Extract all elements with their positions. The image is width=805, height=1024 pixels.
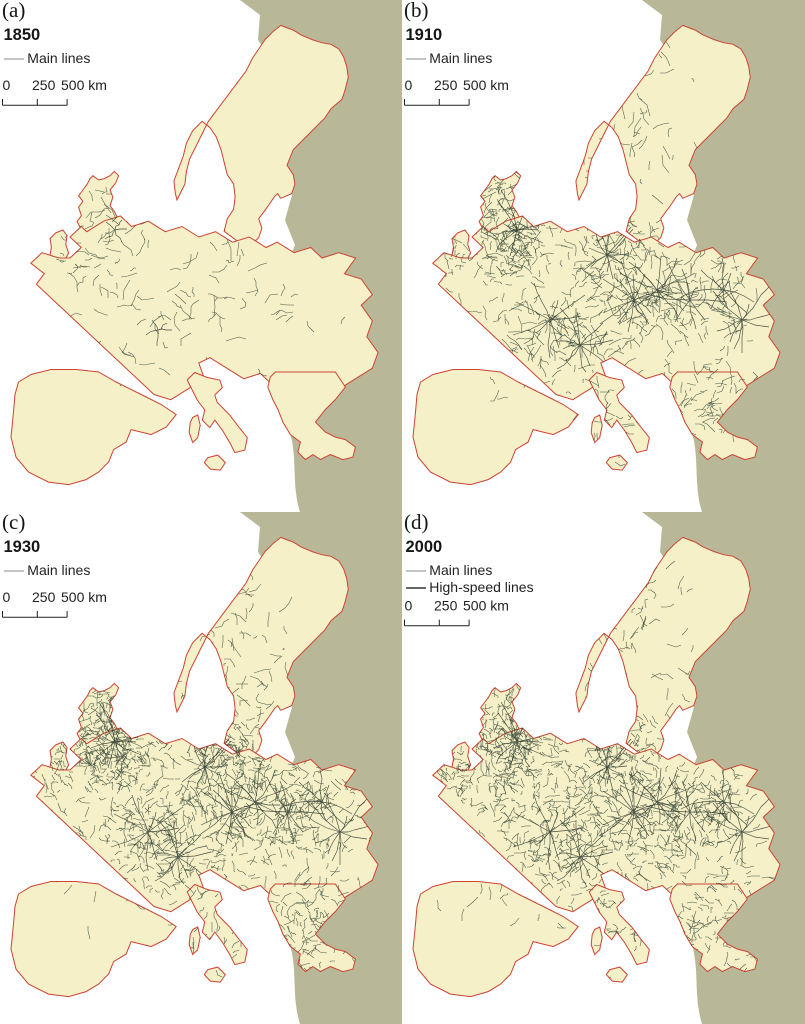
svg-text:Main lines: Main lines <box>27 50 90 66</box>
svg-text:0: 0 <box>405 77 413 93</box>
svg-text:250: 250 <box>434 598 458 614</box>
svg-text:250: 250 <box>32 589 56 605</box>
svg-text:500 km: 500 km <box>463 77 509 93</box>
svg-text:Main lines: Main lines <box>27 562 90 578</box>
svg-text:(d): (d) <box>404 512 429 534</box>
svg-text:250: 250 <box>32 77 56 93</box>
svg-text:(a): (a) <box>2 0 25 22</box>
svg-text:1850: 1850 <box>4 26 41 44</box>
svg-text:(c): (c) <box>2 512 25 534</box>
svg-text:High-speed lines: High-speed lines <box>429 579 533 595</box>
svg-text:0: 0 <box>405 598 413 614</box>
svg-text:Main lines: Main lines <box>429 562 492 578</box>
svg-text:500 km: 500 km <box>463 598 509 614</box>
svg-text:250: 250 <box>434 77 458 93</box>
svg-text:0: 0 <box>3 77 11 93</box>
svg-text:1910: 1910 <box>406 26 443 44</box>
svg-text:Main lines: Main lines <box>429 50 492 66</box>
svg-text:(b): (b) <box>404 0 429 22</box>
svg-text:500 km: 500 km <box>61 589 107 605</box>
svg-text:1930: 1930 <box>4 538 41 556</box>
svg-text:0: 0 <box>3 589 11 605</box>
svg-text:2000: 2000 <box>406 538 443 556</box>
svg-text:500 km: 500 km <box>61 77 107 93</box>
